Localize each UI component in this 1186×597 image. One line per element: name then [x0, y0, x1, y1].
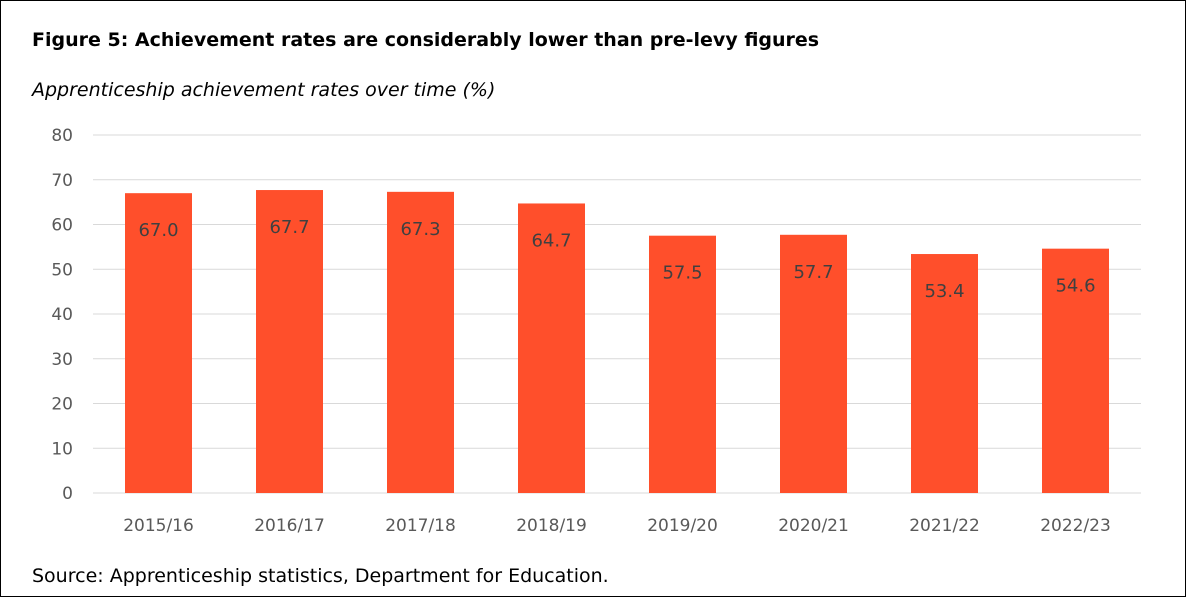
x-tick-label: 2018/19	[516, 516, 587, 536]
data-label: 64.7	[531, 230, 571, 251]
y-tick-label: 30	[51, 350, 73, 370]
data-label: 67.0	[138, 220, 178, 241]
x-tick-label: 2020/21	[778, 516, 849, 536]
y-tick-label: 60	[51, 216, 73, 236]
data-label: 57.5	[662, 263, 702, 284]
bar	[649, 235, 716, 493]
figure-source: Source: Apprenticeship statistics, Depar…	[32, 565, 609, 587]
gridlines	[93, 134, 1141, 494]
data-label: 53.4	[924, 281, 964, 302]
bar	[1042, 248, 1109, 493]
bars	[125, 190, 1109, 494]
y-tick-label: 20	[51, 395, 73, 415]
data-labels: 67.0 67.7 67.3 64.7 57.5 57.7 53.4 54.6	[138, 217, 1095, 302]
y-tick-label: 80	[51, 126, 73, 146]
y-tick-label: 10	[51, 439, 73, 459]
y-axis-ticks: 0 10 20 30 40 50 60 70 80	[51, 126, 73, 504]
y-tick-label: 40	[51, 305, 73, 325]
data-label: 67.7	[269, 217, 309, 238]
y-tick-label: 0	[62, 484, 73, 504]
figure-title: Figure 5: Achievement rates are consider…	[32, 29, 820, 51]
x-tick-label: 2021/22	[909, 516, 980, 536]
bar	[125, 193, 192, 494]
bar	[518, 203, 585, 493]
x-tick-label: 2019/20	[647, 516, 718, 536]
x-tick-label: 2022/23	[1040, 516, 1111, 536]
x-tick-label: 2017/18	[385, 516, 456, 536]
data-label: 54.6	[1055, 276, 1095, 297]
x-axis-ticks: 2015/16 2016/17 2017/18 2018/19 2019/20 2020/…	[123, 516, 1111, 536]
y-tick-label: 50	[51, 260, 73, 280]
bar	[256, 190, 323, 494]
figure-subtitle: Apprenticeship achievement rates over ti…	[32, 79, 496, 101]
y-tick-label: 70	[51, 171, 73, 191]
x-tick-label: 2015/16	[123, 516, 194, 536]
bar	[387, 191, 454, 493]
bar	[780, 234, 847, 494]
data-label: 67.3	[400, 219, 440, 240]
bar	[911, 254, 978, 493]
data-label: 57.7	[793, 262, 833, 283]
x-tick-label: 2016/17	[254, 516, 325, 536]
